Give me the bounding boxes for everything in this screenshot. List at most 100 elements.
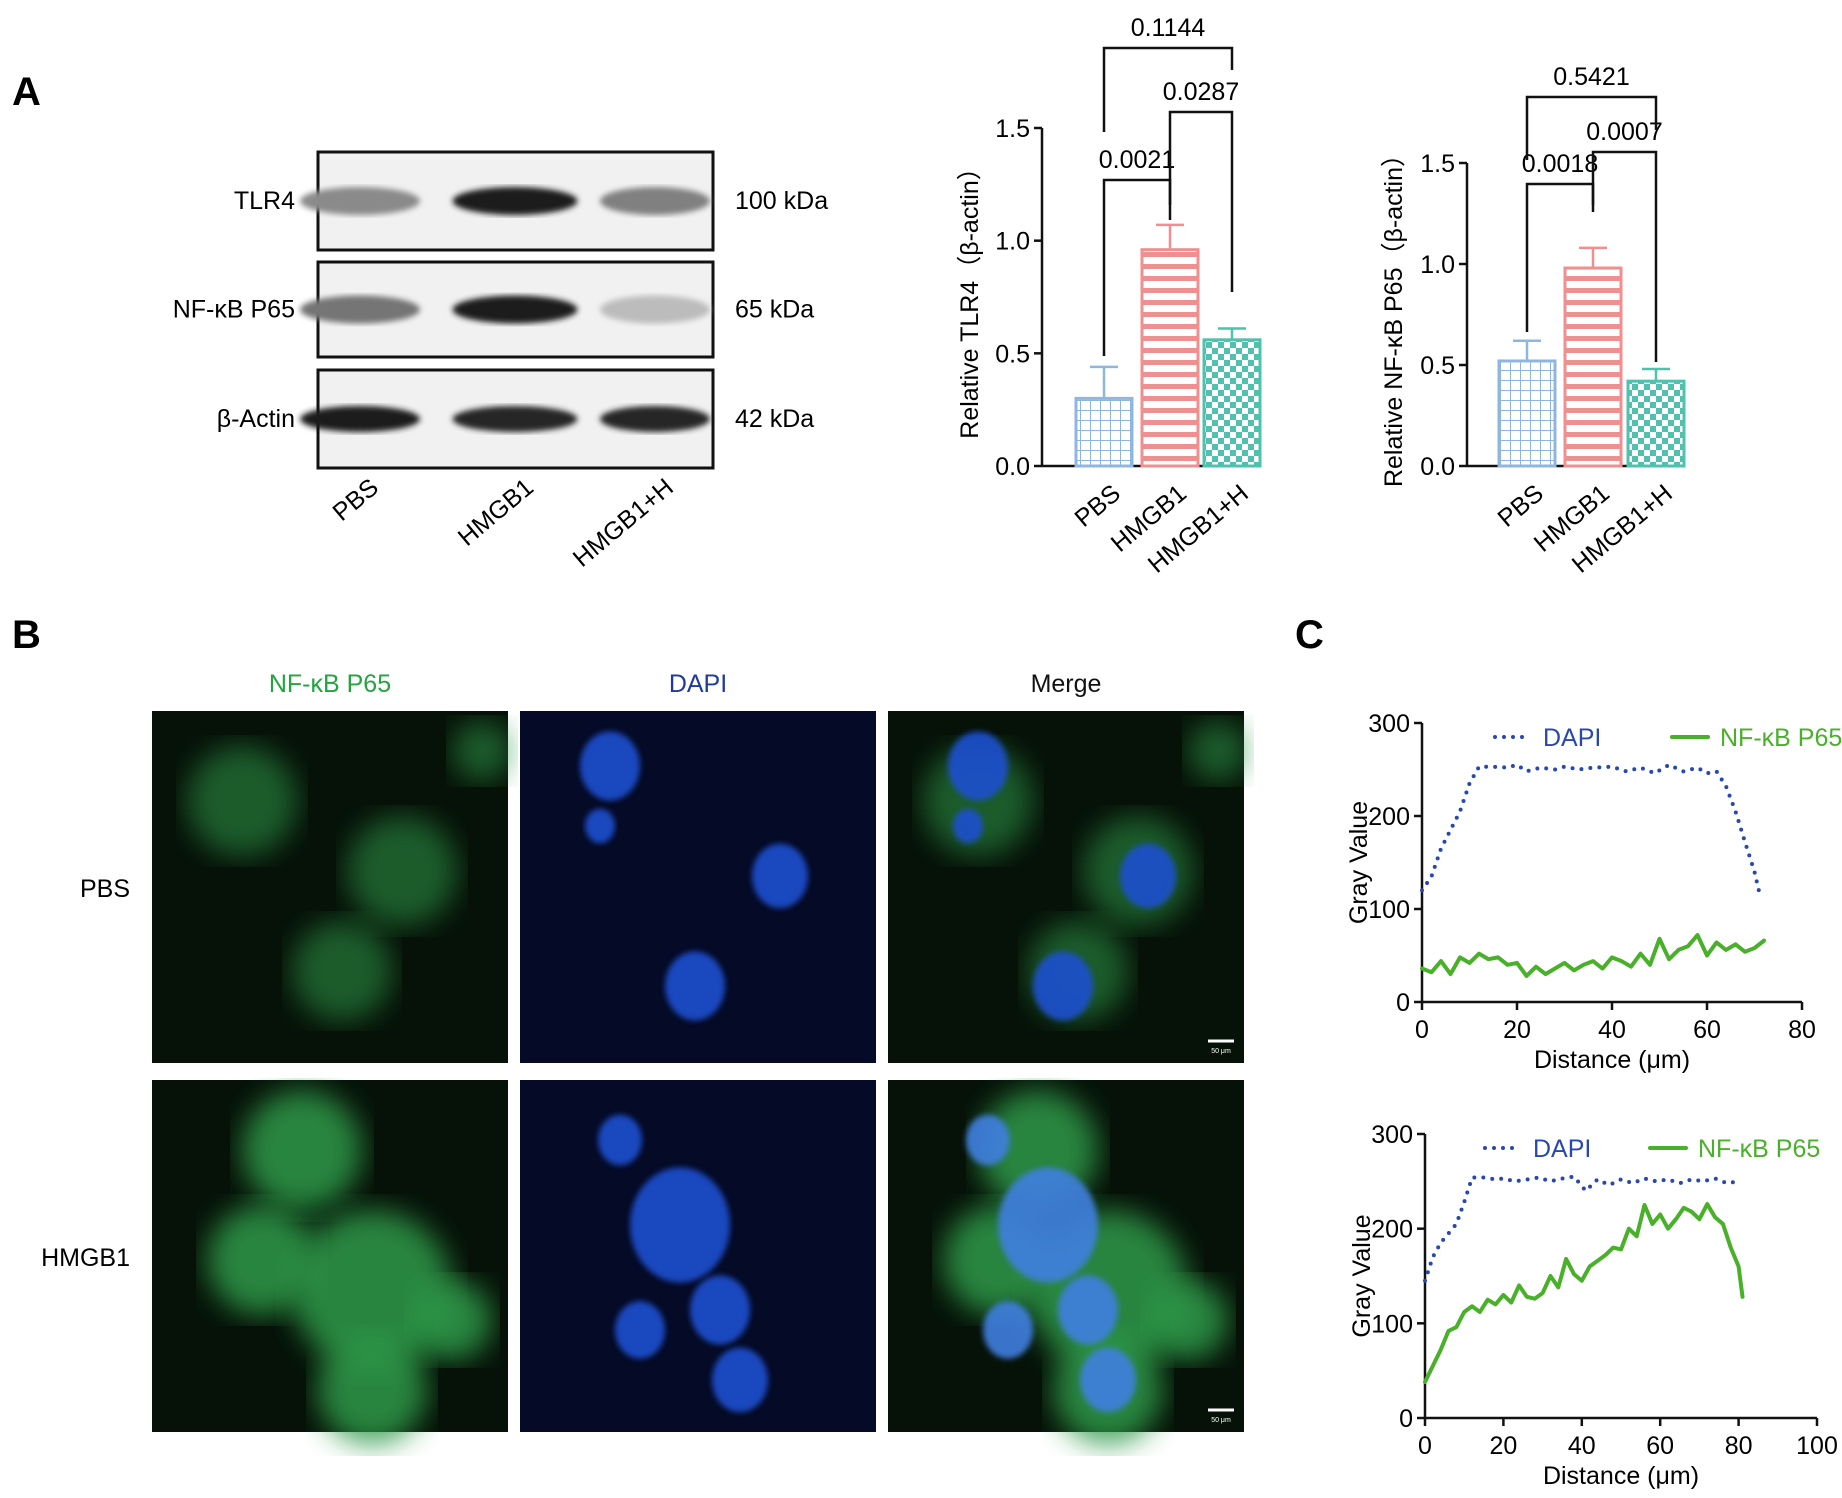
x-tick-label: PBS [1493,479,1549,533]
if-row-label-1: HMGB1 [41,1244,130,1272]
if-channel-label-2: Merge [1031,670,1102,698]
x-tick-label: 60 [1693,1016,1721,1044]
if-image-0-1 [520,711,876,1063]
cell-stain [1148,1280,1228,1360]
x-tick-label: 60 [1646,1432,1674,1460]
blot-band-0-0 [300,187,420,215]
nucleus [585,808,615,844]
y-tick-label: 1.5 [995,115,1030,143]
y-tick-label: 200 [1368,803,1410,831]
nucleus [1120,843,1176,909]
cell-stain [207,1205,317,1315]
y-axis-label: Gray Value [1345,801,1373,924]
p-value-label: 0.0007 [1586,118,1662,146]
y-tick-label: 0 [1399,1405,1413,1433]
line-profile-pbs: 0 100 200 300 0 20 40 60 80 Distance (μm) Gray Val… [1345,710,1842,1074]
bar-HMGB1 [1140,248,1200,468]
nucleus [690,1275,750,1345]
bar-HMGB1 [1563,266,1623,468]
blot-lane-label-0: PBS [328,473,384,527]
if-channel-label-0: NF-κB P65 [269,670,391,698]
cell-stain [347,816,457,926]
nucleus [665,951,725,1021]
legend-label-0: DAPI [1533,1135,1591,1163]
y-tick-label: 300 [1368,710,1410,738]
nucleus [948,731,1008,801]
nucleus [752,843,808,909]
blot-lane-label-1: HMGB1 [453,473,539,552]
line-profile-hmgb1: 0 100 200 300 0 20 40 60 80 100 Distance (μm) Gray … [1348,1121,1838,1490]
legend-label-1: NF-κB P65 [1720,724,1842,752]
blot-row-label-1: NF-κB P65 [173,296,295,324]
series-line-0 [1423,1174,1741,1283]
x-tick-label: 40 [1568,1432,1596,1460]
cell-stain [317,1335,427,1445]
blot-band-1-0 [300,295,420,324]
x-tick-label: 80 [1788,1016,1816,1044]
series-line-1 [1423,1202,1745,1385]
blot-band-2-2 [600,406,710,432]
legend-label-1: NF-κB P65 [1698,1135,1820,1163]
nucleus [953,808,983,844]
y-tick-label: 0.0 [995,453,1030,481]
bar-chart-nfkb: 0.0 0.5 1.0 1.5 Relative NF-κB P65（β-actin） P… [1380,63,1686,579]
panel-label-c: C [1295,613,1324,657]
p-value-label: 0.5421 [1553,63,1629,91]
if-image-1-0 [152,1080,508,1445]
y-axis-label: Relative TLR4（β-actin） [956,155,984,438]
bar-HMGB1+H [1626,379,1686,468]
y-tick-label: 100 [1368,896,1410,924]
cell-stain [412,1280,492,1360]
p-value-label: 0.1144 [1131,14,1206,42]
y-tick-label: 0 [1396,989,1410,1017]
y-tick-label: 300 [1371,1121,1413,1149]
legend-label-0: DAPI [1543,724,1601,752]
x-tick-label: 100 [1796,1432,1838,1460]
blot-band-0-2 [600,187,710,215]
x-tick-label: 0 [1415,1016,1429,1044]
y-axis-label: Gray Value [1348,1214,1376,1337]
nucleus [983,1301,1033,1359]
blot-kda-label-0: 100 kDa [735,187,828,215]
x-tick-label: 0 [1418,1432,1432,1460]
bar-PBS [1074,396,1134,468]
nucleus [998,1167,1098,1283]
panel-label-a: A [12,70,41,114]
bar-PBS [1497,359,1557,468]
nucleus [712,1347,768,1413]
blot-band-1-1 [452,295,578,324]
significance-bracket [1525,95,1658,160]
significance-bracket [1102,46,1234,132]
blot-band-2-0 [300,406,420,432]
scale-bar-label: 50 μm [1211,1048,1231,1055]
blot-row-label-0: TLR4 [234,187,295,215]
if-image-0-2: 50 μm [888,711,1248,1063]
if-image-1-1 [520,1080,876,1432]
western-blot: TLR4 100 kDa NF-κB P65 65 kDa β-Actin 42 kDa P… [173,150,828,573]
cell-stain [242,1090,362,1210]
nucleus [630,1167,730,1283]
if-image-0-0 [152,711,512,1063]
p-value-label: 0.0287 [1163,78,1239,106]
y-tick-label: 1.0 [1420,251,1455,279]
bar-HMGB1+H [1202,338,1262,468]
immunofluorescence-panel: NF-κB P65 DAPI Merge PBS HMGB1 50 μm 50 μm [41,670,1248,1445]
nucleus [580,731,640,801]
blot-kda-label-1: 65 kDa [735,296,814,324]
cell-stain [1188,721,1248,781]
cell-stain [292,1210,452,1370]
cell-stain [452,721,512,781]
y-tick-label: 200 [1371,1216,1413,1244]
y-tick-label: 1.0 [995,228,1030,256]
blot-band-1-2 [600,295,710,324]
blot-kda-label-2: 42 kDa [735,405,814,433]
nucleus [1058,1275,1118,1345]
y-tick-label: 1.5 [1420,150,1455,178]
nucleus [966,1114,1010,1166]
x-axis-label: Distance (μm) [1543,1462,1699,1490]
x-tick-label: PBS [1070,479,1126,533]
if-channel-label-1: DAPI [669,670,727,698]
y-tick-label: 100 [1371,1310,1413,1338]
if-image-1-2: 50 μm [888,1080,1244,1445]
